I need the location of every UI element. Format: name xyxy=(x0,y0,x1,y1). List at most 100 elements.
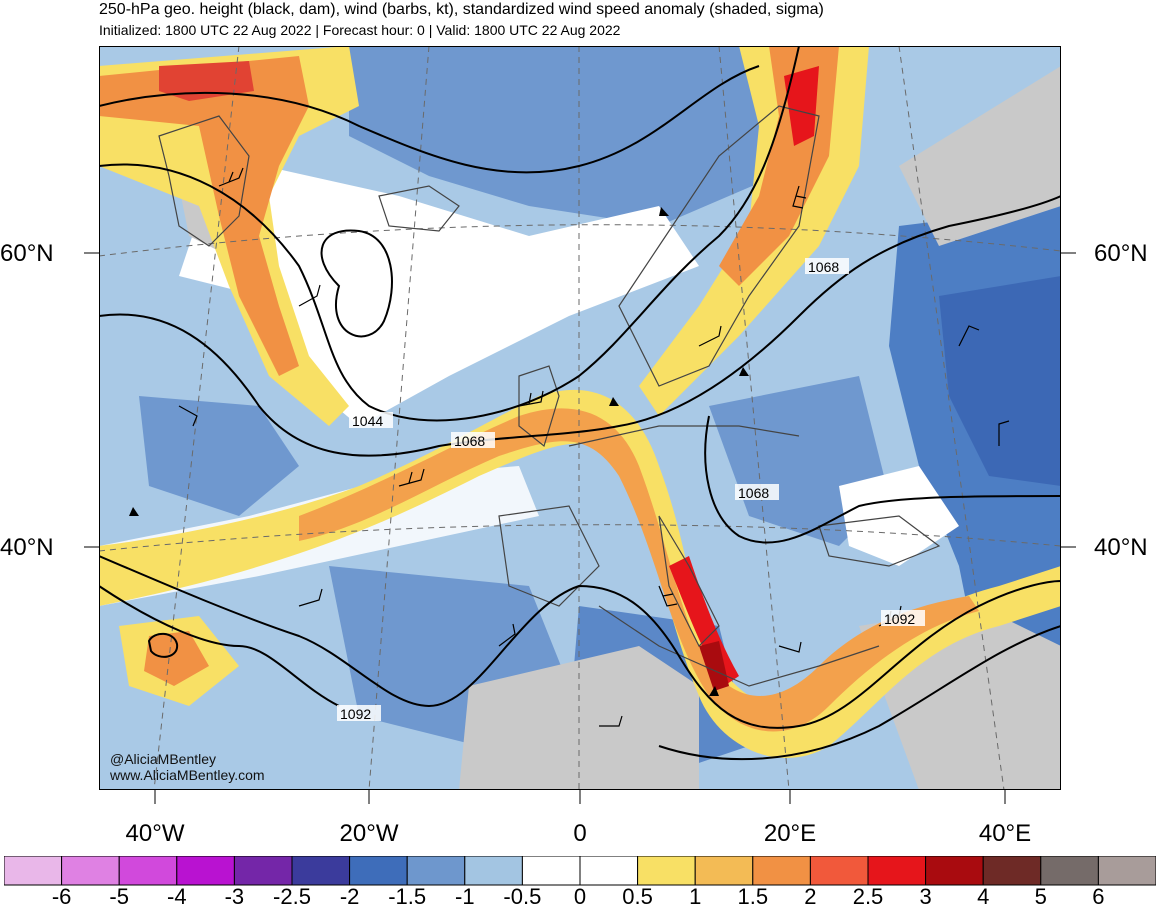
colorbar-swatch xyxy=(118,856,178,886)
colorbar-swatch xyxy=(176,856,235,886)
colorbar-label: -1 xyxy=(455,884,475,909)
wind-barb xyxy=(698,325,722,347)
graticule-lon-20w xyxy=(368,46,430,790)
wind-barb-flag xyxy=(129,507,139,516)
map-panel: 1044 1068 1068 1068 1092 1092 xyxy=(99,46,1061,790)
jet-core-scandinavia xyxy=(784,66,819,146)
wind-barb xyxy=(599,715,623,727)
lon-label-40e: 40°E xyxy=(978,820,1032,847)
wind-barb xyxy=(298,588,323,607)
jet-core-greenland xyxy=(159,61,254,101)
coastline-italy xyxy=(658,515,720,648)
colorbar-swatch xyxy=(1040,856,1099,886)
credit-website: www.AliciaMBentley.com xyxy=(110,767,265,783)
coastline-british-isles xyxy=(518,365,560,448)
lon-label-20w: 20°W xyxy=(339,820,399,847)
wind-barb-flag xyxy=(659,207,669,216)
contour-label: 1092 xyxy=(340,706,371,722)
graticule-lon-20e xyxy=(718,46,790,790)
wind-barb xyxy=(498,623,516,647)
jet-greenland-orange xyxy=(99,56,309,376)
colorbar-label: -3 xyxy=(224,884,245,909)
colorbar-swatch xyxy=(464,856,523,886)
wind-barb xyxy=(958,325,980,347)
lat-label-left-40n: 40°N xyxy=(0,534,54,561)
colorbar xyxy=(4,856,1156,886)
wind-barb xyxy=(178,405,198,427)
wind-barb xyxy=(792,185,807,209)
wind-barb-flags xyxy=(129,207,749,696)
contour-label: 1092 xyxy=(884,611,915,627)
wind-barb-flag xyxy=(609,397,619,406)
contour-1092-south xyxy=(99,555,1061,729)
colorbar-swatch xyxy=(1097,856,1156,886)
colorbar-swatch xyxy=(752,856,811,886)
colorbar-label: -6 xyxy=(51,884,72,909)
coastline-iceland xyxy=(378,185,460,232)
colorbar-swatch xyxy=(809,856,869,886)
contour-azores-ring xyxy=(147,632,179,658)
lat-label-right-40n: 40°N xyxy=(1094,534,1148,561)
contour-label: 1068 xyxy=(808,259,839,275)
colorbar-swatch xyxy=(694,856,754,886)
jet-azores-orange xyxy=(144,631,209,686)
map-title: 250-hPa geo. height (black, dam), wind (… xyxy=(99,1,824,18)
graticule-lon-40e xyxy=(898,46,1005,790)
colorbar-label: 1 xyxy=(689,884,702,909)
colorbar-label: -0.5 xyxy=(503,884,542,909)
colorbar-swatch xyxy=(406,856,466,886)
wind-barb xyxy=(518,390,544,407)
colorbar-swatch xyxy=(579,856,639,886)
wind-barb xyxy=(218,167,244,187)
colorbar-label: 2.5 xyxy=(852,884,884,909)
map-subtitle: Initialized: 1800 UTC 22 Aug 2022 | Fore… xyxy=(99,22,621,38)
colorbar-swatch xyxy=(61,856,120,886)
coastline-scandinavia xyxy=(618,105,820,387)
coastline-mediterranean xyxy=(598,605,880,687)
colorbar-swatch xyxy=(233,856,293,886)
contour-1092-west xyxy=(99,585,340,707)
colorbar-label: 6 xyxy=(1092,884,1105,909)
contour-label: 1068 xyxy=(454,433,485,449)
colorbar-swatch xyxy=(521,856,581,886)
wind-barb xyxy=(298,284,321,307)
colorbar-swatch xyxy=(982,856,1042,886)
colorbar-label: -1.5 xyxy=(388,884,427,909)
contour-1044-loop xyxy=(99,46,800,422)
colorbar-label: 0 xyxy=(573,884,587,909)
wind-barb xyxy=(658,585,678,607)
coastline-black-sea xyxy=(818,515,941,567)
colorbar-label: -5 xyxy=(109,884,129,909)
lat-label-right-60n: 60°N xyxy=(1094,240,1148,267)
contour-1068-eastern-trough xyxy=(704,415,1061,544)
contour-label: 1068 xyxy=(738,485,769,501)
wind-barb xyxy=(778,641,802,653)
colorbar-label: 5 xyxy=(1034,884,1047,909)
jet-west-orange xyxy=(299,408,979,732)
colorbar-swatch xyxy=(925,856,984,886)
height-contours xyxy=(99,46,1061,761)
colorbar-label: -4 xyxy=(167,884,187,909)
credit-handle: @AliciaMBentley xyxy=(110,751,217,767)
colorbar-label: 0.5 xyxy=(622,884,653,909)
coastlines xyxy=(158,105,941,687)
wind-barb-flag xyxy=(709,686,719,696)
colorbar-label: 3 xyxy=(919,884,932,909)
contour-1092-southeast xyxy=(658,625,1061,761)
coastline-europe-north xyxy=(568,425,800,447)
lon-label-20e: 20°E xyxy=(763,820,817,847)
land-gray-russia xyxy=(899,66,1061,246)
lon-label-0: 0 xyxy=(573,820,587,847)
colorbar-label: 4 xyxy=(977,884,990,909)
map-frame xyxy=(99,46,1061,790)
colorbar-swatch xyxy=(867,856,927,886)
colorbar-label: -2 xyxy=(339,884,360,909)
jet-core-italy-dark xyxy=(699,641,729,691)
colorbar-label: 2 xyxy=(804,884,817,909)
anomaly-blue-west xyxy=(139,396,299,516)
colorbar-label: -2.5 xyxy=(273,884,311,909)
contour-1068-main xyxy=(99,195,1061,457)
colorbar-swatch xyxy=(637,856,696,886)
anomaly-blue-north xyxy=(349,46,819,226)
